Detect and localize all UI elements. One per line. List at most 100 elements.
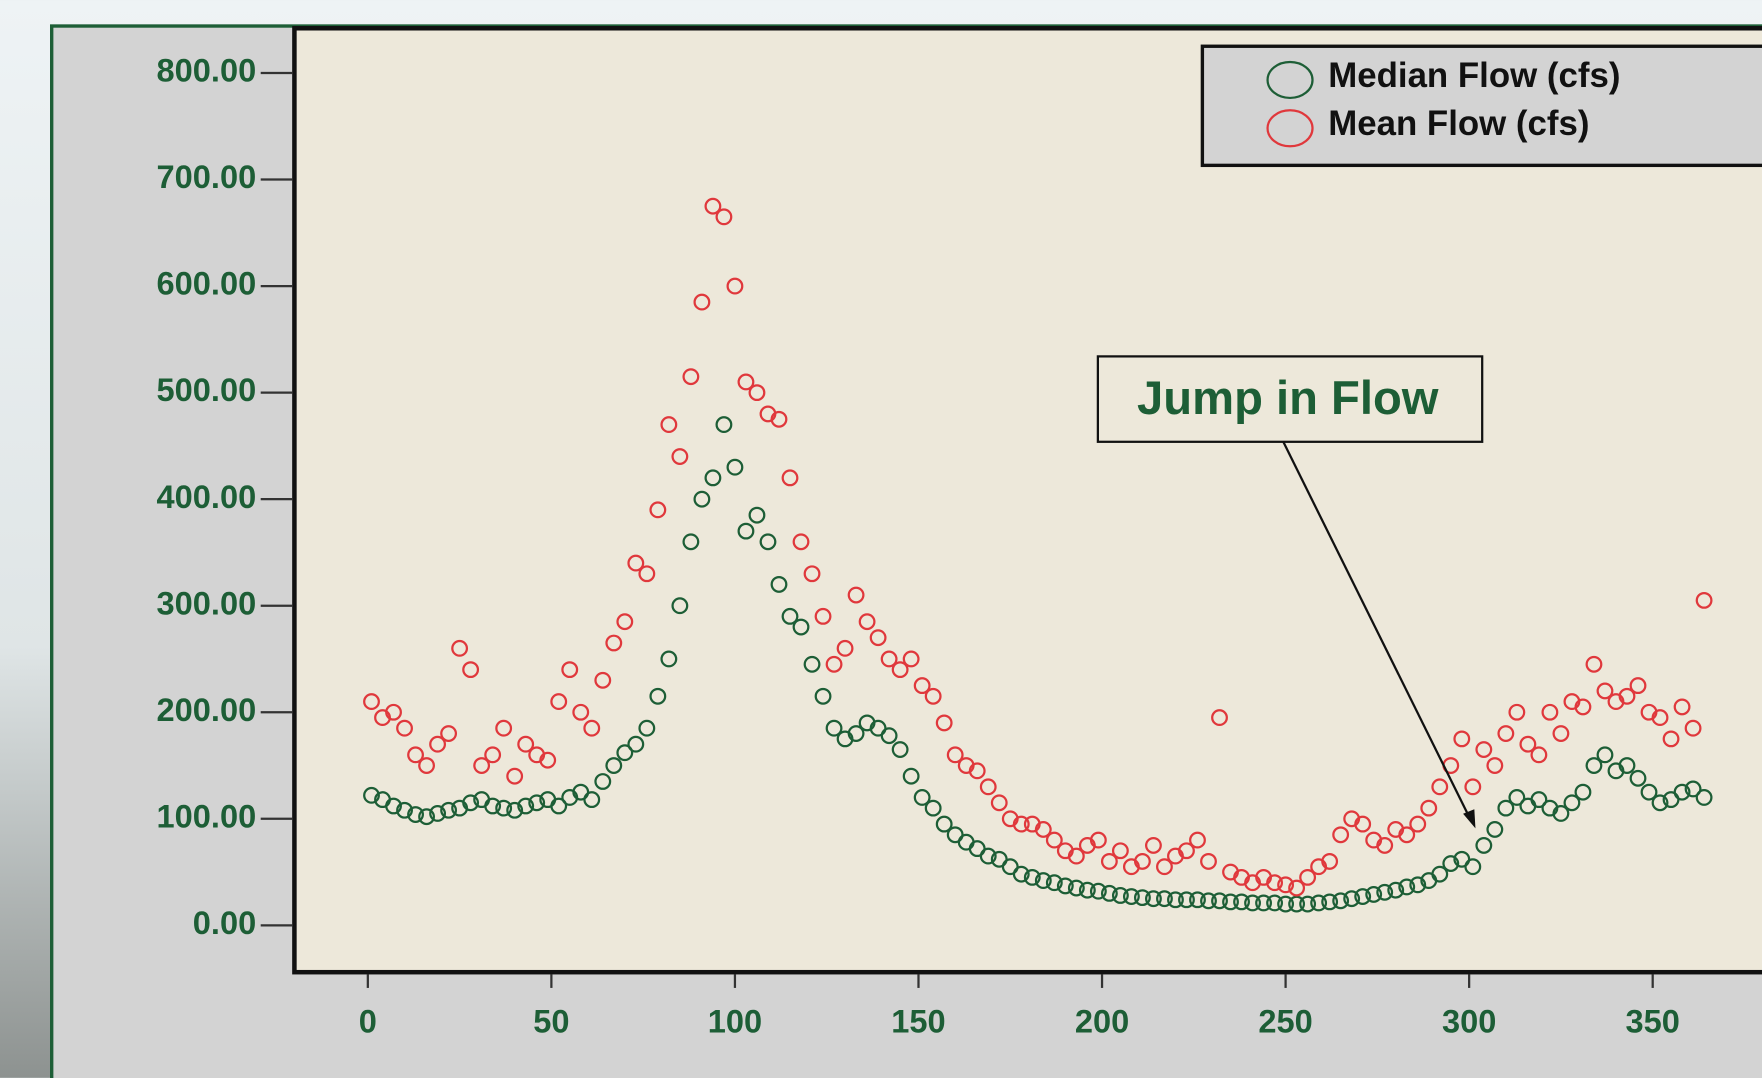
point: [1530, 746, 1548, 764]
point: [660, 416, 678, 434]
point: [847, 586, 865, 604]
point: [814, 687, 832, 705]
point: [770, 575, 788, 593]
point: [1684, 719, 1702, 737]
x-tick-label: 150: [891, 1003, 945, 1039]
point: [1376, 883, 1394, 901]
point: [1332, 892, 1350, 910]
point: [726, 458, 744, 476]
x-tick-label: 350: [1626, 1003, 1680, 1039]
point: [924, 799, 942, 817]
point: [1409, 876, 1427, 894]
point: [1023, 868, 1041, 886]
y-tick-label: 400.00: [157, 479, 257, 515]
point: [528, 794, 546, 812]
point: [605, 757, 623, 774]
point: [803, 655, 821, 673]
point: [1299, 895, 1317, 913]
point: [495, 799, 513, 817]
point: [418, 757, 436, 774]
x-tick-label: 50: [533, 1003, 569, 1039]
point: [693, 293, 711, 311]
point: [1122, 888, 1140, 905]
point: [748, 384, 766, 402]
point: [1321, 852, 1339, 870]
annotation: Jump in Flow: [1096, 355, 1484, 829]
point: [770, 410, 788, 428]
point: [1508, 703, 1526, 721]
point: [440, 725, 458, 742]
point: [1640, 783, 1658, 801]
point: [1431, 865, 1449, 883]
point: [1398, 826, 1416, 844]
point: [715, 416, 733, 434]
point: [935, 815, 953, 833]
y-tick-label: 300.00: [157, 585, 257, 621]
point: [1508, 789, 1526, 806]
point: [1299, 868, 1317, 886]
point: [880, 727, 898, 745]
point: [1156, 858, 1173, 876]
point: [1541, 703, 1559, 721]
point: [847, 725, 865, 742]
point: [462, 661, 480, 679]
point: [385, 797, 402, 815]
point: [1684, 780, 1702, 798]
point: [968, 762, 986, 780]
point: [1178, 891, 1195, 909]
point: [737, 522, 755, 540]
point: [1233, 893, 1250, 911]
point: [550, 693, 568, 711]
point: [1012, 865, 1030, 883]
point: [1133, 889, 1151, 907]
point: [682, 368, 700, 386]
legend-marker: [1266, 60, 1314, 100]
point: [385, 703, 402, 721]
point: [616, 613, 634, 631]
point: [1266, 874, 1284, 892]
point: [1475, 836, 1493, 854]
point: [1354, 815, 1372, 833]
point: [1067, 879, 1085, 897]
point: [418, 808, 436, 826]
y-tick-label: 800.00: [157, 53, 257, 89]
point: [1486, 821, 1504, 838]
point: [429, 735, 447, 753]
point: [484, 797, 502, 815]
point: [869, 629, 887, 647]
point: [781, 469, 799, 487]
point: [462, 794, 480, 812]
point: [891, 741, 909, 758]
point: [946, 746, 964, 764]
point: [1673, 783, 1691, 801]
point: [1464, 778, 1482, 796]
point: [792, 618, 810, 636]
point: [1585, 757, 1603, 774]
x-tick-label: 0: [359, 1003, 377, 1039]
legend-box: [1200, 44, 1762, 168]
legend-label: Median Flow (cfs): [1328, 56, 1620, 95]
y-tick-label: 500.00: [157, 372, 257, 408]
point: [605, 634, 623, 652]
point: [561, 661, 579, 679]
legend-marker: [1266, 109, 1314, 148]
point: [814, 607, 832, 625]
point: [792, 533, 810, 551]
point: [1574, 698, 1592, 716]
annotation-box: [1096, 355, 1484, 443]
point: [1056, 877, 1074, 895]
point: [1078, 881, 1096, 899]
point: [979, 847, 997, 865]
point: [990, 794, 1008, 812]
point: [1266, 894, 1284, 912]
point: [1585, 655, 1603, 673]
point: [616, 744, 634, 762]
point: [781, 607, 799, 625]
point: [1034, 821, 1052, 838]
point: [1376, 836, 1394, 854]
point: [1288, 895, 1306, 913]
point: [473, 757, 491, 774]
point: [825, 655, 843, 673]
point: [913, 789, 931, 806]
